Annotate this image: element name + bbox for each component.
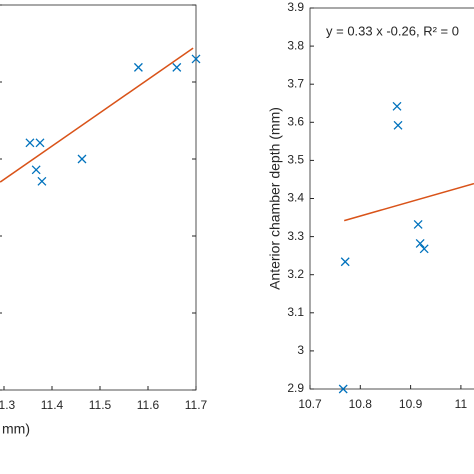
x-tick-label: 11.7 (185, 398, 208, 412)
annotation: y = 0.33 x -0.26, R² = 0 (326, 23, 459, 38)
marker (77, 154, 87, 164)
y-tick-label: 3.9 (287, 0, 304, 14)
marker (133, 62, 143, 72)
x-tick-label: 11.6 (137, 398, 160, 412)
x-tick-label: 10.9 (399, 397, 423, 411)
marker (392, 101, 402, 111)
x-tick-label: 11.5 (89, 398, 112, 412)
y-tick-label: 3.8 (287, 38, 304, 52)
x-axis-label: mm) (2, 421, 30, 437)
x-tick-label: 11 (455, 397, 468, 411)
fit-line (0, 47, 194, 183)
y-tick-label: 3.4 (287, 191, 304, 205)
marker (338, 384, 348, 394)
marker (35, 138, 45, 148)
marker (340, 257, 350, 267)
axes-box (309, 7, 474, 390)
y-tick-label: 3.5 (287, 153, 304, 167)
marker (172, 62, 182, 72)
marker (31, 165, 41, 175)
y-axis-label: Anterior chamber depth (mm) (267, 107, 283, 290)
marker (393, 120, 403, 130)
y-tick-label: 3 (297, 343, 304, 357)
marker (413, 219, 423, 229)
marker (25, 138, 35, 148)
y-tick-label: 3.7 (287, 76, 304, 90)
fit-line (343, 182, 474, 222)
axes-box (0, 4, 197, 391)
y-tick-label: 2.9 (287, 381, 304, 395)
marker (419, 244, 429, 254)
marker (191, 54, 201, 64)
y-tick-label: 3.3 (287, 229, 304, 243)
y-tick-label: 3.6 (287, 114, 304, 128)
x-tick-label: 10.8 (349, 397, 373, 411)
x-tick-label: 10.7 (298, 397, 322, 411)
marker (37, 176, 47, 186)
x-tick-label: 11.4 (41, 398, 64, 412)
y-tick-label: 3.1 (287, 305, 304, 319)
x-tick-label: 11.3 (0, 398, 16, 412)
y-tick-label: 3.2 (287, 267, 304, 281)
marker (415, 238, 425, 248)
